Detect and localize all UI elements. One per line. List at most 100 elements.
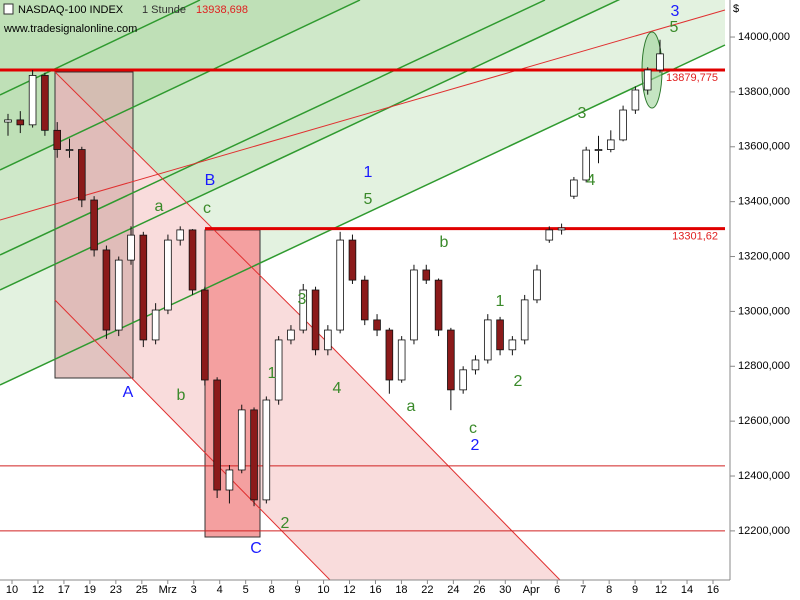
x-tick-label: 10 [317,584,329,596]
fan-line [54,299,331,580]
candle-body [28,75,37,126]
candle-body [570,179,578,197]
candle-body [114,259,123,331]
candle-body [594,149,603,151]
candle-body [447,329,455,391]
candle-body [422,269,431,281]
y-tick-label: 12400,000 [738,470,790,482]
source: www.tradesignalonline.com [3,23,137,35]
candle-body [237,409,246,471]
wave-label: 4 [587,172,596,189]
wave-label: 2 [281,515,290,532]
fan-fill [55,72,560,580]
wave-label: 2 [514,373,523,390]
x-tick-label: 24 [447,584,459,596]
candle-body [582,149,590,181]
candle-body [619,109,627,141]
candle-body [53,129,61,150]
candle-body [139,234,148,341]
x-tick-label: 7 [580,584,586,596]
x-tick-label: 8 [269,584,275,596]
x-tick-label: 14 [681,584,693,596]
x-tick-label: Mrz [159,584,177,596]
candle-body [324,329,332,351]
candle-body [16,119,25,126]
last-price: 13938,698 [196,4,248,16]
candle-body [225,469,234,491]
fan-line [329,344,561,580]
wave-label: 1 [364,164,373,181]
candle-body [262,399,271,501]
x-tick-label: 4 [217,584,223,596]
candle-body [127,234,135,261]
wave-label: 3 [671,3,680,20]
candle-body [471,359,480,371]
y-tick-label: 13600,000 [738,141,790,153]
wave-label: a [407,398,416,415]
y-tick-label: 12600,000 [738,415,790,427]
wave-label: 1 [268,365,277,382]
wave-label: 3 [578,105,587,122]
channel-line [0,0,621,291]
x-tick-label: 22 [421,584,433,596]
icon [3,3,14,15]
x-tick-label: 26 [473,584,485,596]
x-tick-label: 18 [395,584,407,596]
trend-line [0,9,726,221]
candle-body [287,329,295,341]
wave-label: b [177,387,186,404]
x-tick-label: 3 [191,584,197,596]
x-tick-label: 17 [58,584,70,596]
candle-body [299,289,308,331]
x-tick-label: 6 [554,584,560,596]
x-tick-label: 9 [295,584,301,596]
candle-body [336,239,344,331]
wave-label: B [205,172,216,189]
wave-label: c [203,200,211,217]
chart-title: NASDAQ-100 INDEX [18,4,124,16]
x-tick-label: 5 [243,584,249,596]
candle-body [545,229,554,241]
candle-body [4,119,12,123]
wave-label: b [440,234,449,251]
x-tick-label: 23 [110,584,122,596]
candle-body [483,319,492,361]
candle-body [533,269,541,301]
x-tick-label: 25 [136,584,148,596]
x-tick-label: 9 [632,584,638,596]
wave-label: 2 [471,437,480,454]
level-label: 13879,775 [666,72,718,84]
x-tick-label: 8 [606,584,612,596]
y-tick-label: 13000,000 [738,305,790,317]
candle-body [213,379,221,491]
x-tick-label: 12 [343,584,355,596]
candle-body [151,309,160,341]
candle-body [385,329,394,381]
y-tick-label: 13400,000 [738,196,790,208]
candle-body [631,89,640,111]
candle-body [250,409,258,501]
candle-body [459,369,467,391]
wave-label: 3 [298,291,307,308]
candle-body [360,279,369,321]
candle-body [41,75,49,131]
candle-body [348,239,357,281]
candle-body [102,249,111,331]
candle-body [557,227,566,231]
candle-body [188,229,197,291]
interval: 1 Stunde [142,4,186,16]
x-tick-label: 30 [499,584,511,596]
wave-label: a [155,198,164,215]
y-tick-label: 13200,000 [738,250,790,262]
x-tick-label: 12 [655,584,667,596]
candle-body [78,149,86,201]
candle-body [656,53,664,71]
candle-body [397,339,406,381]
wave-label: 5 [670,19,679,36]
wave-label: A [123,384,134,401]
wave-label: 5 [364,191,373,208]
wave-label: c [469,420,477,437]
candle-body [434,279,443,331]
y-tick-label: 12800,000 [738,360,790,372]
